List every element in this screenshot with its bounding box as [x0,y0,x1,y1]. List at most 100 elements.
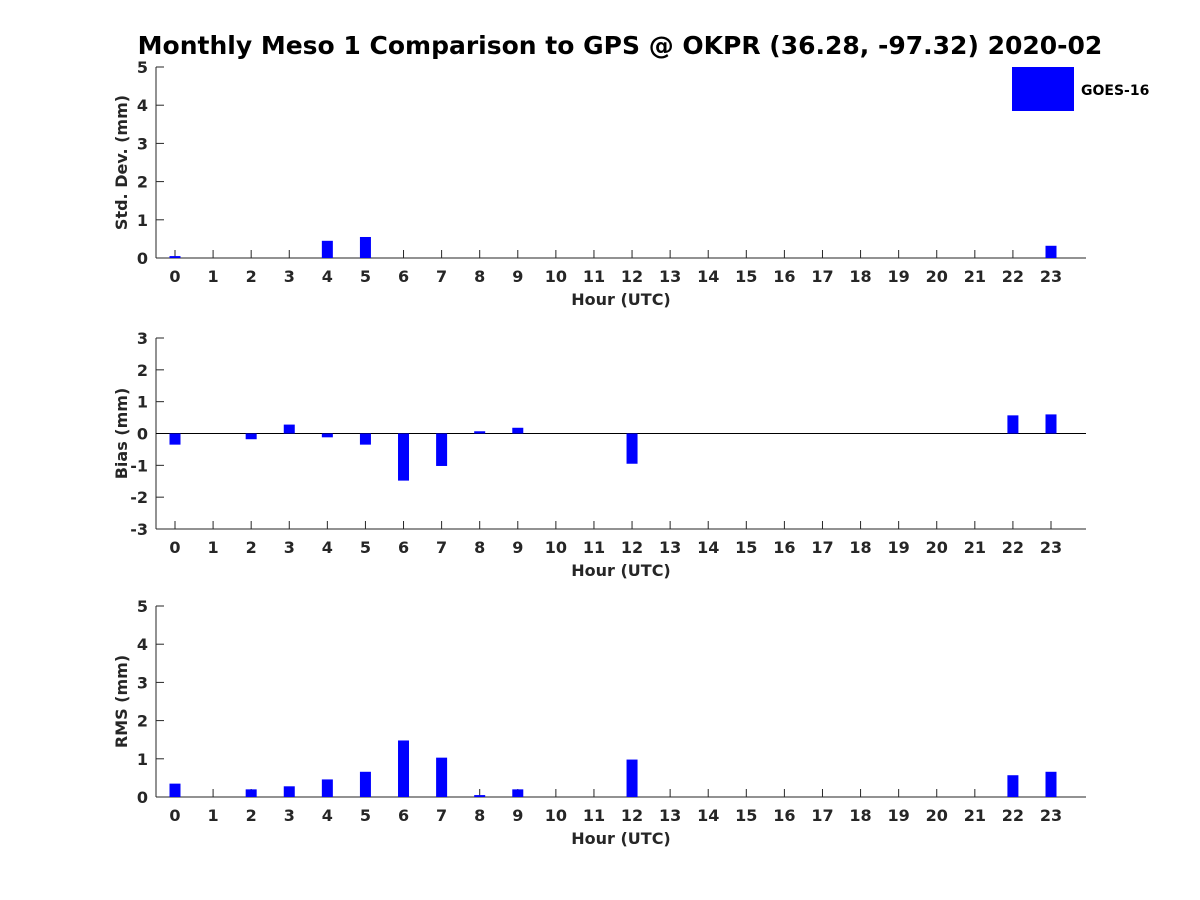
x-tick-label: 21 [964,538,986,557]
bar-hour-8 [474,431,486,434]
x-tick-label: 4 [322,538,333,557]
x-tick-label: 7 [436,806,447,825]
bar-hour-4 [321,240,333,258]
x-tick-label: 17 [811,538,833,557]
x-tick-label: 8 [474,538,485,557]
y-tick-label: 3 [137,134,148,153]
x-tick-label: 4 [322,267,333,286]
y-tick-label: -1 [130,456,148,475]
legend-swatch-goes16 [1012,67,1074,111]
y-axis-label: RMS (mm) [112,655,131,748]
x-tick-label: 3 [284,806,295,825]
x-tick-label: 5 [360,538,371,557]
x-tick-label: 7 [436,267,447,286]
bar-hour-9 [512,427,524,434]
bar-hour-7 [436,757,448,797]
bar-hour-0 [169,433,181,445]
x-tick-label: 9 [512,538,523,557]
y-tick-label: 2 [137,361,148,380]
x-tick-label: 8 [474,806,485,825]
x-tick-label: 19 [888,806,910,825]
y-tick-label: 5 [137,597,148,616]
x-tick-label: 6 [398,538,409,557]
x-tick-label: 13 [659,267,681,286]
x-tick-label: 2 [246,806,257,825]
bar-hour-5 [359,433,371,445]
y-tick-label: 3 [137,329,148,348]
x-tick-label: 10 [545,538,567,557]
bar-hour-23 [1045,245,1057,258]
x-tick-label: 18 [849,806,871,825]
x-tick-label: 7 [436,538,447,557]
x-tick-label: 10 [545,806,567,825]
x-tick-label: 1 [208,267,219,286]
bar-hour-7 [436,433,448,466]
x-tick-label: 21 [964,267,986,286]
x-axis-label: Hour (UTC) [571,290,671,309]
bar-hour-23 [1045,771,1057,797]
x-tick-label: 22 [1002,267,1024,286]
y-tick-label: 0 [137,425,148,444]
x-tick-label: 3 [284,538,295,557]
x-tick-label: 14 [697,267,719,286]
x-tick-label: 16 [773,806,795,825]
bar-hour-0 [169,783,181,797]
bar-hour-12 [626,759,638,797]
x-tick-label: 12 [621,806,643,825]
x-tick-label: 1 [208,806,219,825]
x-tick-label: 15 [735,806,757,825]
y-tick-label: 1 [137,393,148,412]
x-tick-label: 12 [621,267,643,286]
bar-hour-6 [398,433,410,481]
bar-hour-6 [398,740,410,797]
x-tick-label: 6 [398,267,409,286]
legend: GOES-16 [1012,67,1149,111]
y-tick-label: -2 [130,488,148,507]
x-tick-label: 13 [659,806,681,825]
x-tick-label: 19 [888,538,910,557]
x-tick-label: 23 [1040,267,1062,286]
bar-hour-22 [1007,775,1019,797]
y-tick-label: 2 [137,712,148,731]
x-tick-label: 14 [697,538,719,557]
x-tick-label: 22 [1002,806,1024,825]
x-axis-label: Hour (UTC) [571,561,671,580]
x-tick-label: 2 [246,267,257,286]
x-tick-label: 4 [322,806,333,825]
x-tick-label: 0 [169,806,180,825]
x-tick-label: 2 [246,538,257,557]
bar-hour-0 [169,256,181,258]
bar-hour-2 [245,433,257,440]
x-tick-label: 6 [398,806,409,825]
legend-label-goes16: GOES-16 [1081,83,1149,99]
x-tick-label: 20 [926,267,948,286]
y-axis-label: Bias (mm) [112,388,131,480]
x-tick-label: 11 [583,267,605,286]
x-tick-label: 20 [926,806,948,825]
x-tick-label: 16 [773,267,795,286]
bar-hour-23 [1045,414,1057,434]
x-tick-label: 9 [512,806,523,825]
x-tick-label: 20 [926,538,948,557]
x-tick-label: 17 [811,267,833,286]
bar-hour-5 [359,236,371,258]
x-tick-label: 10 [545,267,567,286]
x-tick-label: 12 [621,538,643,557]
x-tick-label: 14 [697,806,719,825]
x-tick-label: 1 [208,538,219,557]
x-tick-label: 8 [474,267,485,286]
x-tick-label: 0 [169,267,180,286]
x-tick-label: 19 [888,267,910,286]
x-tick-label: 9 [512,267,523,286]
x-tick-label: 3 [284,267,295,286]
chart-title: Monthly Meso 1 Comparison to GPS @ OKPR … [138,31,1103,60]
x-tick-label: 11 [583,538,605,557]
x-tick-label: 11 [583,806,605,825]
bar-hour-9 [512,789,524,797]
y-tick-label: 1 [137,211,148,230]
